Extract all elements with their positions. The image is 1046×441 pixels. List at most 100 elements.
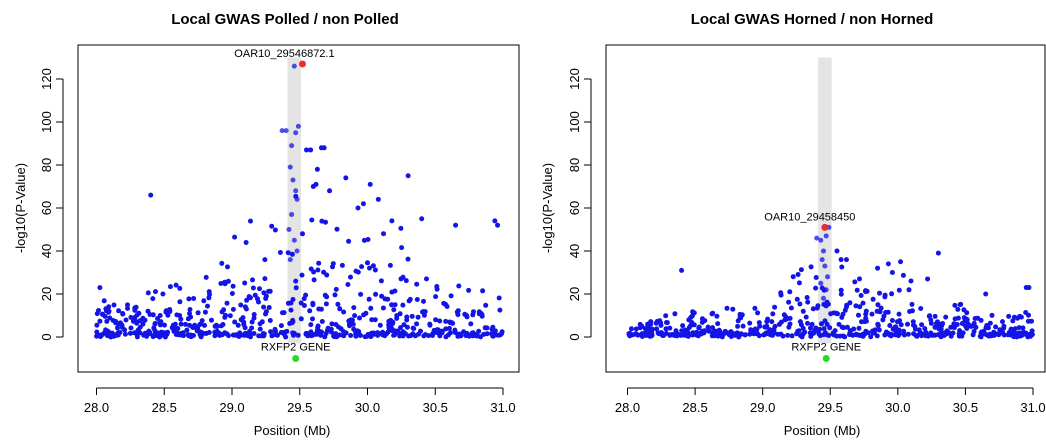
snp-point bbox=[455, 333, 461, 339]
snp-point bbox=[341, 309, 347, 315]
snp-point bbox=[308, 333, 314, 339]
snp-point bbox=[405, 256, 411, 262]
snp-point bbox=[187, 332, 193, 338]
snp-point bbox=[293, 285, 299, 291]
snp-point-in-region bbox=[294, 196, 300, 202]
snp-point bbox=[772, 304, 778, 310]
snp-point bbox=[889, 332, 895, 338]
plot-frame bbox=[77, 44, 520, 373]
snp-point bbox=[370, 263, 376, 269]
top-snp-label: OAR10_29546872.1 bbox=[234, 48, 334, 60]
snp-point bbox=[404, 324, 410, 330]
snp-point bbox=[455, 308, 461, 314]
snp-point bbox=[484, 325, 490, 331]
snp-point-in-region bbox=[293, 130, 299, 136]
snp-point bbox=[803, 314, 809, 320]
snp-point bbox=[492, 218, 498, 224]
x-tick-label: 29.0 bbox=[219, 400, 244, 415]
snp-point bbox=[96, 308, 101, 313]
snp-point bbox=[324, 272, 330, 278]
snp-point bbox=[137, 318, 143, 324]
snp-point bbox=[360, 201, 366, 207]
snp-point bbox=[997, 327, 1003, 333]
snp-point bbox=[250, 277, 255, 283]
x-axis-label: Position (Mb) bbox=[254, 423, 331, 438]
snp-point bbox=[203, 274, 209, 280]
snp-point bbox=[908, 278, 914, 284]
snp-point bbox=[381, 231, 386, 237]
snp-point bbox=[909, 301, 915, 307]
snp-point bbox=[183, 321, 188, 327]
snp-point bbox=[870, 296, 876, 302]
snp-point bbox=[786, 299, 792, 305]
snp-point bbox=[142, 317, 148, 323]
x-tick-label: 28.0 bbox=[615, 400, 640, 415]
snp-point bbox=[817, 326, 823, 332]
snp-point bbox=[201, 298, 207, 304]
snp-point bbox=[785, 332, 791, 338]
snp-point bbox=[238, 302, 244, 308]
snp-point bbox=[788, 305, 794, 311]
snp-point bbox=[889, 291, 895, 297]
snp-point bbox=[798, 267, 804, 273]
snp-point-in-region bbox=[293, 188, 299, 194]
snp-point bbox=[959, 333, 965, 339]
snp-point bbox=[318, 332, 324, 338]
snp-point bbox=[1010, 330, 1016, 336]
snp-point bbox=[202, 309, 208, 315]
snp-point bbox=[247, 295, 253, 300]
gene-region-band bbox=[287, 57, 302, 344]
snp-point bbox=[869, 311, 875, 317]
snp-point bbox=[241, 319, 247, 325]
snp-point bbox=[285, 250, 291, 256]
snp-point bbox=[206, 330, 212, 335]
snp-point bbox=[316, 306, 322, 312]
snp-point bbox=[634, 332, 640, 338]
snp-point bbox=[800, 331, 806, 337]
snp-point bbox=[122, 327, 128, 333]
snp-point bbox=[290, 319, 296, 325]
top-snp-marker bbox=[298, 60, 306, 68]
snp-point bbox=[898, 322, 904, 328]
snp-point bbox=[191, 333, 196, 338]
snp-point bbox=[810, 306, 816, 312]
snp-point bbox=[347, 323, 352, 329]
snp-point bbox=[275, 332, 280, 338]
snp-point bbox=[691, 322, 697, 328]
y-axis-label: -log10(P-Value) bbox=[13, 163, 28, 253]
snp-point bbox=[115, 325, 120, 331]
snp-point bbox=[463, 312, 469, 318]
snp-point bbox=[311, 269, 317, 275]
snp-point bbox=[218, 281, 224, 286]
snp-point bbox=[310, 302, 316, 308]
snp-point bbox=[430, 331, 436, 337]
snp-point bbox=[963, 323, 968, 329]
snp-point bbox=[453, 222, 459, 228]
snp-point bbox=[434, 284, 440, 289]
snp-point-in-region bbox=[283, 128, 289, 134]
top-snp-label: OAR10_29458450 bbox=[764, 211, 855, 223]
snp-point bbox=[97, 285, 103, 291]
snp-point bbox=[681, 332, 686, 338]
snp-point bbox=[178, 316, 184, 322]
snp-point bbox=[368, 305, 374, 311]
snp-point bbox=[495, 222, 501, 228]
y-tick-label: 40 bbox=[567, 244, 582, 258]
snp-point bbox=[408, 333, 414, 339]
x-tick-label: 30.5 bbox=[953, 400, 978, 415]
snp-point-in-region bbox=[286, 227, 292, 232]
snp-point bbox=[404, 317, 410, 323]
top-snp-marker bbox=[821, 223, 829, 231]
snp-point bbox=[122, 331, 128, 337]
snp-point bbox=[315, 323, 321, 329]
snp-point bbox=[764, 331, 769, 337]
snp-point bbox=[883, 331, 889, 337]
snp-point bbox=[187, 311, 192, 316]
snp-point bbox=[418, 328, 423, 334]
snp-point bbox=[152, 331, 158, 337]
snp-point bbox=[400, 274, 406, 280]
y-tick-label: 40 bbox=[39, 244, 54, 258]
y-tick-label: 120 bbox=[567, 68, 582, 90]
snp-point bbox=[311, 277, 317, 283]
snp-point bbox=[242, 280, 248, 286]
